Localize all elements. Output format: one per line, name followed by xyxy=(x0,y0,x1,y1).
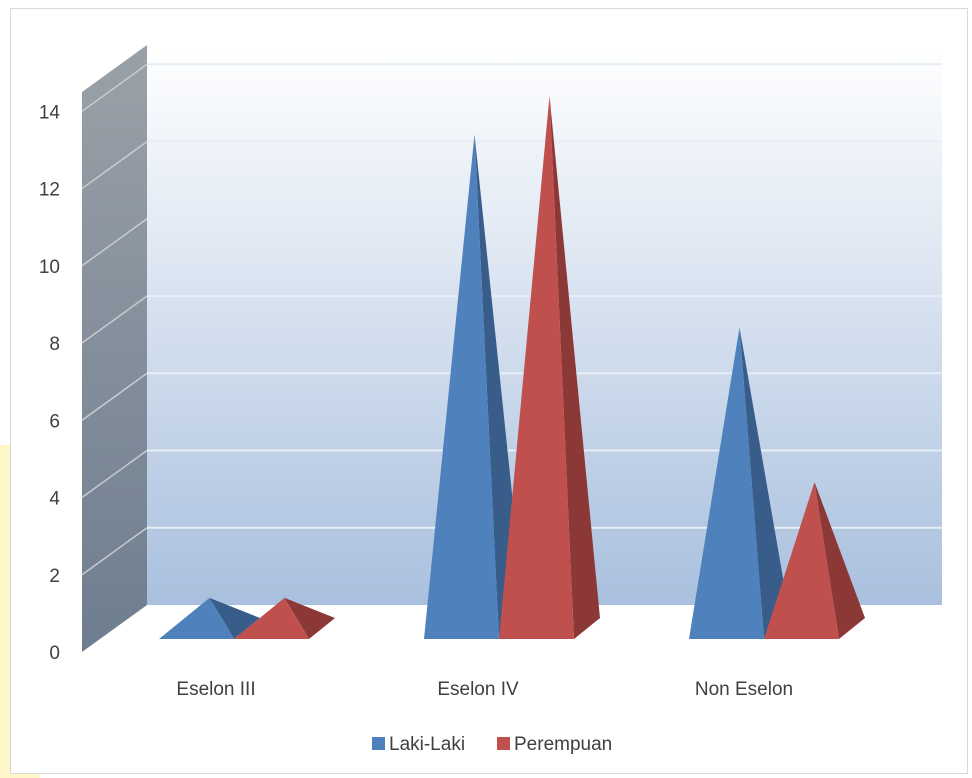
bar-front-face xyxy=(234,597,309,639)
bar-laki-laki-non-eselon xyxy=(689,327,790,639)
bar-front-face xyxy=(499,95,574,639)
x-category-label: Eselon III xyxy=(176,679,255,700)
y-axis: 0 2 4 6 8 10 12 14 xyxy=(39,102,61,664)
x-axis: Eselon III Eselon IV Non Eselon xyxy=(176,679,793,700)
bar-side-face xyxy=(814,482,865,639)
legend-swatch xyxy=(497,737,510,750)
gridline-side xyxy=(81,140,148,190)
legend: Laki-Laki Perempuan xyxy=(372,734,612,755)
bar-perempuan-non-eselon xyxy=(764,482,865,639)
gridline-side xyxy=(81,372,148,421)
bar-front-face xyxy=(764,482,839,639)
gridline-side xyxy=(81,218,148,267)
bar-perempuan-eselon-iii xyxy=(234,597,335,639)
gridline-side xyxy=(81,527,148,576)
x-category-label: Eselon IV xyxy=(437,679,519,700)
y-tick-label: 2 xyxy=(49,566,60,587)
y-tick-label: 6 xyxy=(49,411,60,432)
bar-side-face xyxy=(284,597,335,639)
bars xyxy=(159,95,865,639)
y-tick-label: 8 xyxy=(49,334,60,355)
bar-perempuan-eselon-iv xyxy=(499,95,600,639)
bar-side-face xyxy=(549,95,600,639)
bar-front-face xyxy=(424,134,499,639)
gridline-side xyxy=(81,295,148,344)
legend-item: Perempuan xyxy=(497,734,612,755)
bar-side-face xyxy=(739,327,790,639)
legend-item: Laki-Laki xyxy=(372,734,465,755)
bar-front-face xyxy=(159,597,234,639)
legend-label: Perempuan xyxy=(514,734,612,755)
bar-laki-laki-eselon-iii xyxy=(159,597,260,639)
y-tick-label: 10 xyxy=(39,257,60,278)
legend-label: Laki-Laki xyxy=(389,734,465,755)
y-tick-label: 12 xyxy=(39,180,60,201)
bar-front-face xyxy=(689,327,764,639)
legend-swatch xyxy=(372,737,385,750)
x-category-label: Non Eselon xyxy=(695,679,793,700)
side-wall xyxy=(82,45,147,652)
gridline-side xyxy=(81,449,148,499)
y-tick-label: 4 xyxy=(49,489,60,510)
y-tick-label: 14 xyxy=(39,102,61,123)
gridline-side xyxy=(81,63,148,112)
bar-side-face xyxy=(209,597,260,639)
y-tick-label: 0 xyxy=(49,643,60,664)
